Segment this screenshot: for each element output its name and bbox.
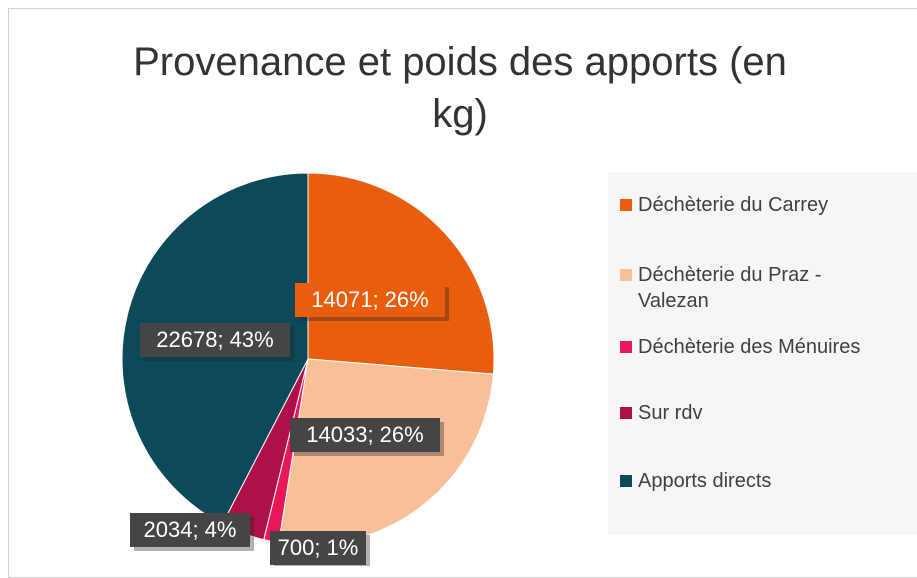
legend-label: Apports directs [638,470,772,492]
legend-swatch [620,269,632,281]
data-label-box [130,513,250,547]
legend-label: Déchèterie des Ménuires [638,336,861,358]
data-label-box [290,418,440,452]
legend-item: Déchèterie des Ménuires [620,334,917,360]
data-label: 22678; 43% [156,327,273,352]
legend-label: Déchèterie du Carrey [638,194,829,216]
data-label: 700; 1% [278,535,359,560]
legend-swatch [620,341,632,353]
legend-item: Déchèterie du Praz - Valezan [620,262,917,314]
legend-swatch [620,407,632,419]
data-label: 2034; 4% [144,517,237,542]
data-label: 14071; 26% [311,287,428,312]
pie-slice [307,172,495,375]
legend-item: Sur rdv [620,400,917,426]
page: Provenance et poids des apports (en kg) … [8,8,917,578]
chart: 14071; 26% 14033; 26% 700; 1% 2034; 4% 22678… [121,172,495,566]
data-label: 14033; 26% [306,422,423,447]
chart-title: Provenance et poids des apports (en kg) [133,40,787,136]
legend-item: Déchèterie du Carrey [620,192,917,218]
legend-label: Sur rdv [638,402,703,424]
legend-label: Déchèterie du Praz - Valezan [638,264,822,312]
data-label-box [270,531,366,565]
data-label-box [140,323,290,357]
legend: Déchèterie du Carrey Déchèterie du Praz -… [608,172,917,535]
data-label-box [295,283,445,317]
legend-swatch [620,475,632,487]
legend-item: Apports directs [620,468,917,494]
legend-swatch [620,199,632,211]
